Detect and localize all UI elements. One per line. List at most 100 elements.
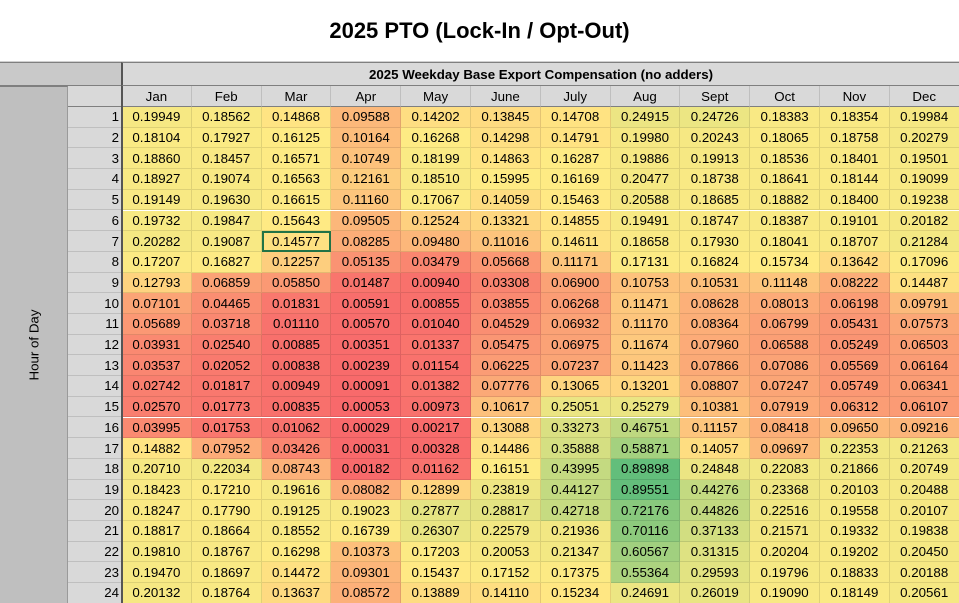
value-cell[interactable]: 0.17152 bbox=[471, 562, 541, 584]
value-cell[interactable]: 0.00885 bbox=[261, 334, 332, 356]
hour-row-header[interactable]: 7 bbox=[68, 231, 122, 252]
hour-row-header[interactable]: 19 bbox=[68, 479, 122, 501]
value-cell[interactable]: 0.09505 bbox=[331, 210, 402, 232]
value-cell[interactable]: 0.70116 bbox=[610, 521, 681, 542]
value-cell[interactable]: 0.18387 bbox=[750, 210, 820, 232]
value-cell[interactable]: 0.18764 bbox=[191, 583, 262, 603]
hour-row-header[interactable]: 16 bbox=[68, 417, 122, 439]
value-cell[interactable]: 0.07086 bbox=[750, 355, 820, 377]
value-cell[interactable]: 0.14298 bbox=[471, 127, 541, 149]
value-cell[interactable]: 0.18664 bbox=[191, 521, 262, 542]
value-cell[interactable]: 0.20588 bbox=[610, 189, 681, 211]
value-cell[interactable]: 0.46751 bbox=[610, 417, 681, 439]
value-cell[interactable]: 0.18767 bbox=[191, 541, 262, 563]
value-cell[interactable]: 0.19913 bbox=[680, 148, 751, 170]
value-cell[interactable]: 0.05850 bbox=[261, 272, 332, 294]
value-cell[interactable]: 0.18400 bbox=[820, 189, 890, 211]
value-cell[interactable]: 0.07866 bbox=[680, 355, 751, 377]
value-cell[interactable]: 0.00570 bbox=[331, 314, 402, 335]
value-cell[interactable]: 0.00182 bbox=[331, 458, 402, 480]
value-cell[interactable]: 0.20282 bbox=[122, 231, 192, 252]
value-cell[interactable]: 0.13637 bbox=[261, 583, 332, 603]
hour-of-day-label-cell[interactable]: Hour of Day bbox=[0, 86, 68, 603]
hour-row-header[interactable]: 13 bbox=[68, 355, 122, 377]
value-cell[interactable]: 0.16615 bbox=[261, 189, 332, 211]
value-cell[interactable]: 0.15437 bbox=[401, 562, 471, 584]
value-cell[interactable]: 0.14708 bbox=[540, 107, 611, 128]
value-cell[interactable]: 0.20188 bbox=[889, 562, 959, 584]
value-cell[interactable]: 0.18199 bbox=[401, 148, 471, 170]
value-cell[interactable]: 0.18882 bbox=[750, 189, 820, 211]
value-cell[interactable]: 0.26019 bbox=[680, 583, 751, 603]
value-cell[interactable]: 0.19949 bbox=[122, 107, 192, 128]
value-cell[interactable]: 0.20132 bbox=[122, 583, 192, 603]
value-cell[interactable]: 0.00031 bbox=[331, 438, 402, 459]
value-cell[interactable]: 0.19074 bbox=[191, 169, 262, 190]
value-cell[interactable]: 0.11170 bbox=[610, 314, 681, 335]
month-header-dec[interactable]: Dec bbox=[889, 86, 959, 107]
hour-row-header[interactable]: 4 bbox=[68, 169, 122, 190]
hour-row-header[interactable]: 23 bbox=[68, 562, 122, 584]
value-cell[interactable]: 0.18817 bbox=[122, 521, 192, 542]
value-cell[interactable]: 0.17131 bbox=[610, 251, 681, 273]
value-cell[interactable]: 0.18457 bbox=[191, 148, 262, 170]
value-cell[interactable]: 0.22516 bbox=[750, 500, 820, 521]
value-cell[interactable]: 0.05749 bbox=[820, 376, 890, 397]
value-cell[interactable]: 0.18423 bbox=[122, 479, 192, 501]
value-cell[interactable]: 0.00940 bbox=[401, 272, 471, 294]
month-header-jan[interactable]: Jan bbox=[122, 86, 192, 107]
value-cell[interactable]: 0.18562 bbox=[191, 107, 262, 128]
value-cell[interactable]: 0.06588 bbox=[750, 334, 820, 356]
value-cell[interactable]: 0.06859 bbox=[191, 272, 262, 294]
value-cell[interactable]: 0.10373 bbox=[331, 541, 402, 563]
hour-row-header[interactable]: 11 bbox=[68, 314, 122, 335]
value-cell[interactable]: 0.00029 bbox=[331, 417, 402, 439]
value-cell[interactable]: 0.72176 bbox=[610, 500, 681, 521]
value-cell[interactable]: 0.00091 bbox=[331, 376, 402, 397]
value-cell[interactable]: 0.07952 bbox=[191, 438, 262, 459]
value-cell[interactable]: 0.14057 bbox=[680, 438, 751, 459]
month-header-july[interactable]: July bbox=[540, 86, 611, 107]
value-cell[interactable]: 0.13321 bbox=[471, 210, 541, 232]
value-cell[interactable]: 0.58871 bbox=[610, 438, 681, 459]
value-cell[interactable]: 0.20450 bbox=[889, 541, 959, 563]
value-cell[interactable]: 0.05431 bbox=[820, 314, 890, 335]
hour-row-header[interactable]: 5 bbox=[68, 189, 122, 211]
value-cell[interactable]: 0.13845 bbox=[471, 107, 541, 128]
hour-row-header[interactable]: 21 bbox=[68, 521, 122, 542]
value-cell[interactable]: 0.01062 bbox=[261, 417, 332, 439]
value-cell[interactable]: 0.00591 bbox=[331, 293, 402, 314]
value-cell[interactable]: 0.02052 bbox=[191, 355, 262, 377]
value-cell[interactable]: 0.00949 bbox=[261, 376, 332, 397]
hour-row-header[interactable]: 24 bbox=[68, 583, 122, 603]
value-cell[interactable]: 0.33273 bbox=[540, 417, 611, 439]
value-cell[interactable]: 0.11674 bbox=[610, 334, 681, 356]
value-cell[interactable]: 0.37133 bbox=[680, 521, 751, 542]
value-cell[interactable]: 0.17375 bbox=[540, 562, 611, 584]
value-cell[interactable]: 0.19984 bbox=[889, 107, 959, 128]
value-cell[interactable]: 0.05569 bbox=[820, 355, 890, 377]
value-cell[interactable]: 0.11423 bbox=[610, 355, 681, 377]
value-cell[interactable]: 0.06503 bbox=[889, 334, 959, 356]
value-cell[interactable]: 0.05668 bbox=[471, 251, 541, 273]
value-cell[interactable]: 0.18658 bbox=[610, 231, 681, 252]
value-cell[interactable]: 0.15234 bbox=[540, 583, 611, 603]
value-cell[interactable]: 0.09697 bbox=[750, 438, 820, 459]
value-cell[interactable]: 0.26307 bbox=[401, 521, 471, 542]
value-cell[interactable]: 0.11171 bbox=[540, 251, 611, 273]
value-cell[interactable]: 0.12161 bbox=[331, 169, 402, 190]
hour-row-header[interactable]: 8 bbox=[68, 251, 122, 273]
value-cell[interactable]: 0.89898 bbox=[610, 458, 681, 480]
value-cell[interactable]: 0.00838 bbox=[261, 355, 332, 377]
value-cell[interactable]: 0.21866 bbox=[820, 458, 890, 480]
value-cell[interactable]: 0.19090 bbox=[750, 583, 820, 603]
value-cell[interactable]: 0.19980 bbox=[610, 127, 681, 149]
value-cell[interactable]: 0.00239 bbox=[331, 355, 402, 377]
value-cell[interactable]: 0.21347 bbox=[540, 541, 611, 563]
hour-row-header[interactable]: 15 bbox=[68, 396, 122, 418]
value-cell[interactable]: 0.08222 bbox=[820, 272, 890, 294]
value-cell[interactable]: 0.14202 bbox=[401, 107, 471, 128]
value-cell[interactable]: 0.16151 bbox=[471, 458, 541, 480]
value-cell[interactable]: 0.14855 bbox=[540, 210, 611, 232]
value-cell[interactable]: 0.20477 bbox=[610, 169, 681, 190]
